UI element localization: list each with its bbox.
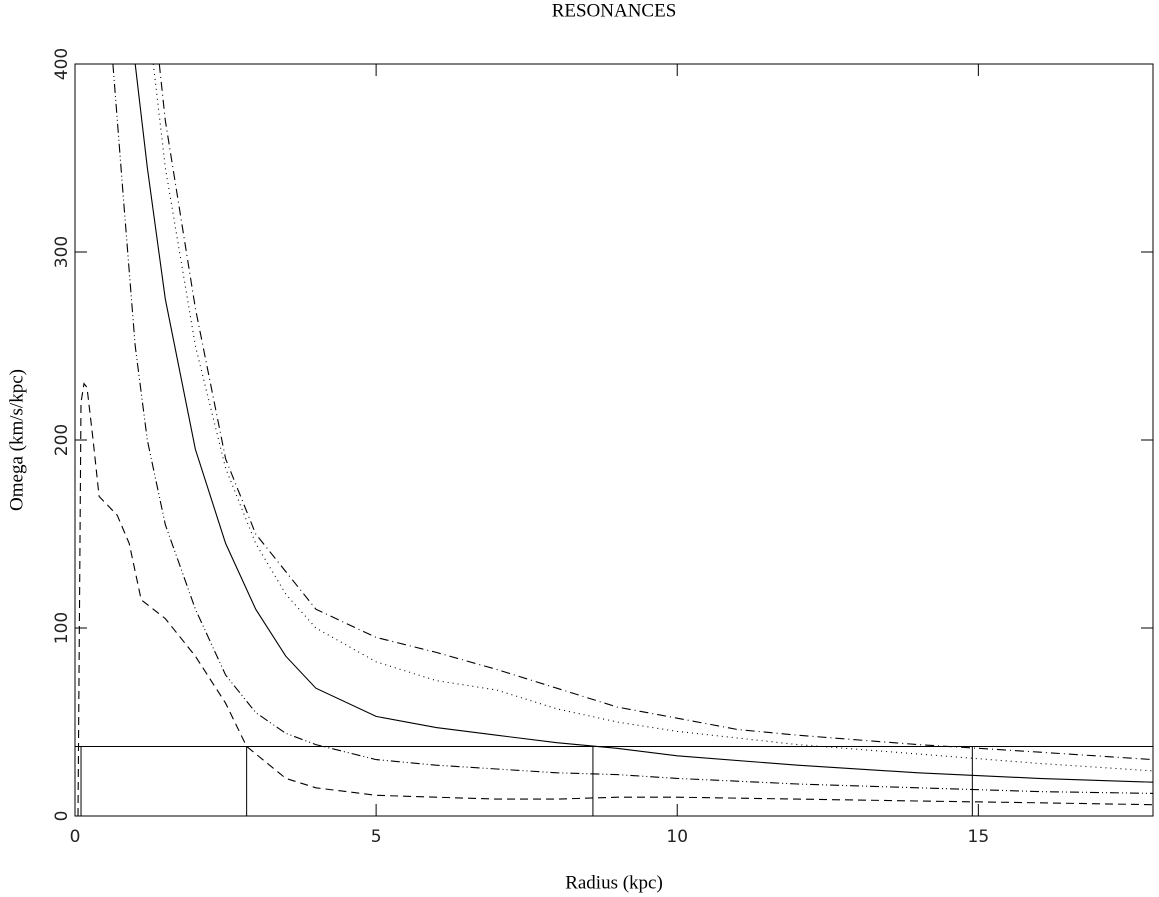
x-tick-label: 0 (70, 827, 81, 847)
x-tick-label: 15 (968, 827, 990, 847)
curve (134, 64, 1153, 783)
curve (158, 64, 1153, 761)
curve (112, 64, 1153, 794)
y-tick-label: 200 (52, 424, 72, 456)
y-tick-label: 100 (52, 612, 72, 644)
x-tick-label: 5 (371, 827, 382, 847)
curve (77, 382, 1153, 816)
y-tick-label: 400 (52, 48, 72, 80)
x-axis-label: Radius (kpc) (565, 872, 663, 893)
plot-frame (74, 63, 1154, 817)
y-tick-label: 300 (52, 236, 72, 268)
plot-area (75, 64, 1153, 816)
curve (152, 64, 1153, 772)
y-tick-label: 0 (52, 811, 72, 822)
chart-title: RESONANCES (552, 0, 677, 21)
x-tick-label: 10 (666, 827, 688, 847)
y-axis-label: Omega (km/s/kpc) (6, 369, 27, 511)
